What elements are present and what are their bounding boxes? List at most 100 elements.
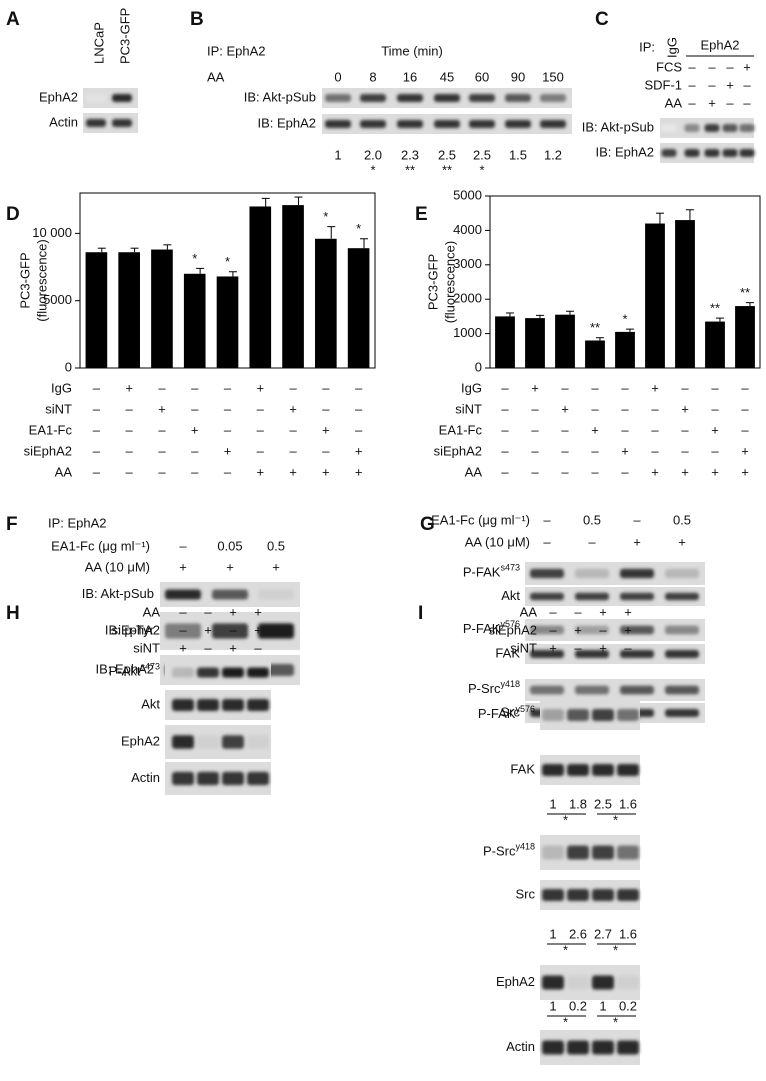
- condition-mark: –: [591, 464, 599, 479]
- lane-label: PC3-GFP: [117, 8, 132, 64]
- blot: [525, 679, 705, 701]
- band: [592, 889, 614, 901]
- bar: [675, 220, 695, 368]
- condition-mark: –: [93, 464, 101, 479]
- condition-name: siNT: [455, 401, 482, 416]
- bar: [735, 306, 755, 368]
- fold-label: 1: [599, 998, 606, 1013]
- row-label: Src: [501, 704, 521, 719]
- band: [172, 667, 194, 678]
- band: [722, 149, 738, 157]
- row-label: IB: EphA2: [95, 661, 154, 676]
- condition-mark: –: [574, 640, 582, 655]
- condition-mark: –: [158, 422, 166, 437]
- condition-mark: –: [561, 422, 569, 437]
- superscript: y418: [515, 842, 535, 852]
- condition-mark: –: [93, 443, 101, 458]
- condition-name: FCS: [656, 59, 682, 74]
- condition-mark: –: [501, 443, 509, 458]
- fold-label: 2.3: [401, 147, 419, 162]
- time-label: 45: [440, 69, 454, 84]
- y-tick-label: 3000: [453, 256, 482, 271]
- time-label: 90: [511, 69, 525, 84]
- condition-mark: –: [549, 604, 557, 619]
- star: *: [613, 942, 618, 957]
- condition-mark: +: [289, 464, 297, 479]
- band: [86, 119, 106, 127]
- condition-mark: –: [574, 604, 582, 619]
- condition-mark: +: [574, 622, 582, 637]
- condition-mark: –: [741, 422, 749, 437]
- condition-mark: +: [125, 380, 133, 395]
- condition-mark: –: [224, 380, 232, 395]
- y-tick-label: 0: [475, 359, 482, 374]
- band: [325, 94, 351, 102]
- band: [542, 845, 564, 860]
- row-label: IB: Akt-pSub: [82, 586, 154, 601]
- condition-mark: –: [191, 464, 199, 479]
- panel-label: E: [415, 204, 428, 225]
- condition-mark: +: [561, 401, 569, 416]
- condition-mark: –: [501, 380, 509, 395]
- significance: *: [225, 254, 230, 269]
- fold-label: 2.7: [594, 926, 612, 941]
- condition-mark: –: [501, 422, 509, 437]
- condition-mark: –: [355, 401, 363, 416]
- band: [197, 667, 219, 678]
- band: [112, 119, 132, 127]
- y-tick-label: 5000: [453, 187, 482, 202]
- band: [575, 592, 609, 601]
- condition-mark: +: [322, 464, 330, 479]
- condition-mark: –: [708, 77, 716, 92]
- band: [360, 94, 386, 102]
- condition-mark: –: [561, 380, 569, 395]
- condition-mark: –: [688, 77, 696, 92]
- condition-mark: +: [681, 464, 689, 479]
- condition-mark: –: [708, 59, 716, 74]
- fold-label: 1.2: [544, 147, 562, 162]
- y-axis-label: PC3-GFP: [17, 252, 32, 308]
- condition-mark: +: [254, 604, 262, 619]
- condition-mark: –: [158, 380, 166, 395]
- band: [567, 889, 589, 901]
- bar: [645, 223, 665, 368]
- row-label: P-FAKy576: [478, 704, 535, 721]
- condition-mark: –: [289, 443, 297, 458]
- band: [620, 685, 654, 695]
- condition-mark: +: [708, 95, 716, 110]
- condition-mark: +: [599, 640, 607, 655]
- condition-mark: 0.5: [267, 538, 285, 553]
- band: [620, 650, 654, 658]
- condition-mark: +: [355, 464, 363, 479]
- condition-mark: +: [256, 380, 264, 395]
- condition-mark: –: [531, 401, 539, 416]
- condition-mark: –: [688, 95, 696, 110]
- y-tick-label: 0: [65, 359, 72, 374]
- band: [620, 568, 654, 579]
- condition-mark: +: [621, 443, 629, 458]
- condition-mark: –: [621, 380, 629, 395]
- y-axis-label: PC3-GFP: [425, 254, 440, 310]
- condition-mark: –: [588, 534, 596, 549]
- condition-mark: –: [229, 622, 237, 637]
- band: [542, 764, 564, 776]
- panel-label: B: [190, 9, 204, 30]
- significance: *: [323, 209, 328, 224]
- band: [325, 120, 351, 128]
- band: [592, 845, 614, 860]
- band: [542, 709, 564, 721]
- condition-mark: –: [179, 604, 187, 619]
- condition-mark: –: [501, 401, 509, 416]
- condition-name: siNT: [45, 401, 72, 416]
- condition-mark: –: [531, 464, 539, 479]
- band: [212, 589, 248, 600]
- condition-mark: –: [501, 464, 509, 479]
- star: *: [479, 162, 484, 177]
- band: [530, 625, 564, 635]
- condition-mark: +: [226, 559, 234, 574]
- row-label: P-Srcy418: [468, 679, 520, 696]
- band: [222, 667, 244, 678]
- band: [567, 764, 589, 776]
- blot: [525, 619, 705, 641]
